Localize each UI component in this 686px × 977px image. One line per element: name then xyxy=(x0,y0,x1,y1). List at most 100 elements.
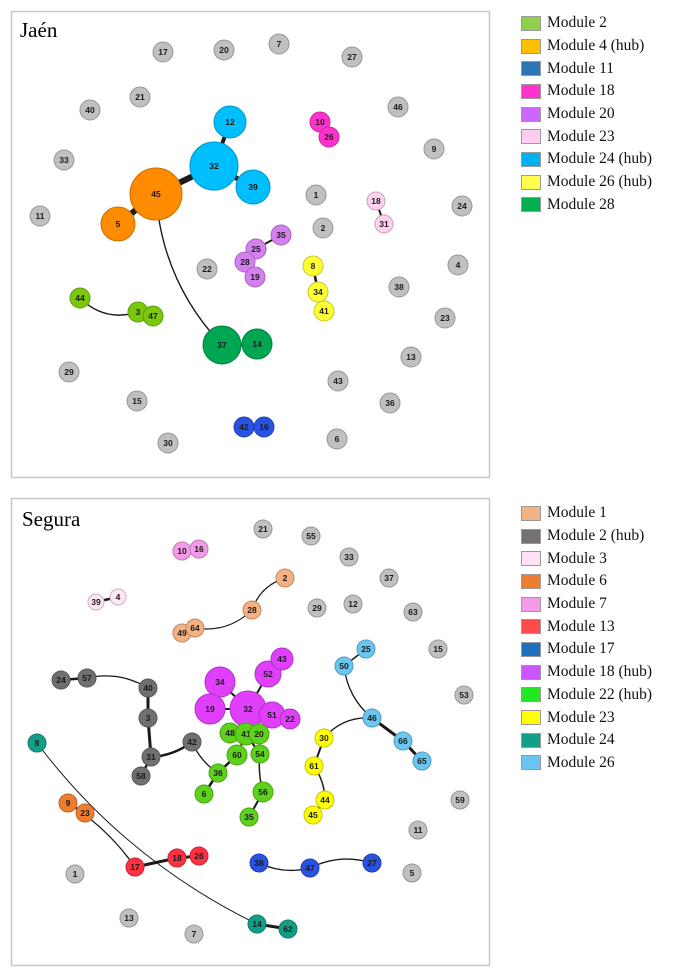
segura-node-12: 12 xyxy=(343,594,363,614)
segura-node-circle-64 xyxy=(185,618,205,638)
jaen-node-label-32: 32 xyxy=(209,161,219,171)
jaen-legend-swatch xyxy=(521,197,541,213)
segura-node-58: 58 xyxy=(131,766,151,786)
segura-node-label-29: 29 xyxy=(312,603,322,613)
jaen-node-label-28: 28 xyxy=(240,257,250,267)
segura-node-26: 26 xyxy=(189,846,209,866)
segura-node-circle-58 xyxy=(131,766,151,786)
jaen-node-13: 13 xyxy=(400,346,422,368)
segura-node-47: 47 xyxy=(300,858,320,878)
segura-node-circle-45 xyxy=(303,805,323,825)
segura-node-57: 57 xyxy=(77,668,97,688)
jaen-node-label-14: 14 xyxy=(252,339,262,349)
jaen-node-18: 18 xyxy=(366,191,386,211)
segura-node-label-31: 31 xyxy=(146,752,156,762)
jaen-node-36: 36 xyxy=(379,392,401,414)
jaen-node-label-23: 23 xyxy=(440,313,450,323)
jaen-node-46: 46 xyxy=(387,96,409,118)
jaen-legend-item: Module 4 (hub) xyxy=(521,35,652,58)
jaen-node-circle-6 xyxy=(326,428,348,450)
segura-node-label-10: 10 xyxy=(177,546,187,556)
segura-legend-item: Module 26 xyxy=(521,752,652,775)
segura-node-circle-20 xyxy=(248,723,270,745)
segura-node-circle-2 xyxy=(275,568,295,588)
segura-node-circle-34 xyxy=(204,666,236,698)
jaen-node-label-36: 36 xyxy=(385,398,395,408)
segura-node-label-62: 62 xyxy=(283,924,293,934)
segura-node-circle-4 xyxy=(109,588,127,606)
segura-node-label-39: 39 xyxy=(91,597,101,607)
jaen-node-11: 11 xyxy=(29,205,51,227)
jaen-legend-label: Module 26 (hub) xyxy=(547,173,653,191)
jaen-node-35: 35 xyxy=(270,224,292,246)
jaen-legend-swatch xyxy=(521,61,541,77)
segura-node-circle-6 xyxy=(194,784,214,804)
segura-legend-label: Module 23 xyxy=(547,708,615,726)
segura-node-circle-24 xyxy=(51,670,71,690)
segura-node-59: 59 xyxy=(450,790,470,810)
jaen-node-6: 6 xyxy=(326,428,348,450)
jaen-node-circle-18 xyxy=(366,191,386,211)
segura-legend-item: Module 17 xyxy=(521,638,652,661)
segura-legend-label: Module 13 xyxy=(547,617,615,635)
segura-node-circle-38 xyxy=(249,853,269,873)
jaen-node-label-13: 13 xyxy=(406,352,416,362)
jaen-node-circle-36 xyxy=(379,392,401,414)
segura-node-label-54: 54 xyxy=(255,749,265,759)
segura-node-circle-17 xyxy=(125,857,145,877)
jaen-node-label-2: 2 xyxy=(321,223,326,233)
segura-legend-item: Module 18 (hub) xyxy=(521,661,652,684)
jaen-node-12: 12 xyxy=(213,105,247,139)
jaen-node-label-37: 37 xyxy=(217,340,227,350)
jaen-node-circle-23 xyxy=(434,307,456,329)
segura-node-6: 6 xyxy=(194,784,214,804)
jaen-node-30: 30 xyxy=(157,432,179,454)
segura-node-circle-63 xyxy=(403,602,423,622)
segura-node-46: 46 xyxy=(362,708,382,728)
jaen-node-1: 1 xyxy=(305,184,327,206)
segura-node-37: 37 xyxy=(379,568,399,588)
segura-node-circle-66 xyxy=(393,731,413,751)
segura-node-50: 50 xyxy=(334,656,354,676)
jaen-node-circle-13 xyxy=(400,346,422,368)
jaen-node-circle-24 xyxy=(451,195,473,217)
segura-legend-swatch xyxy=(521,573,541,589)
jaen-node-circle-35 xyxy=(270,224,292,246)
jaen-node-circle-40 xyxy=(79,99,101,121)
segura-node-27: 27 xyxy=(362,853,382,873)
segura-legend-label: Module 2 (hub) xyxy=(547,527,645,545)
segura-legend-label: Module 7 xyxy=(547,595,607,613)
jaen-node-24: 24 xyxy=(451,195,473,217)
segura-node-56: 56 xyxy=(252,781,274,803)
segura-node-circle-9 xyxy=(58,793,78,813)
jaen-node-label-42: 42 xyxy=(239,422,249,432)
jaen-node-circle-30 xyxy=(157,432,179,454)
jaen-node-28: 28 xyxy=(234,251,256,273)
jaen-legend-swatch xyxy=(521,15,541,31)
jaen-node-label-17: 17 xyxy=(158,47,168,57)
segura-node-circle-43 xyxy=(270,647,294,671)
segura-legend-label: Module 22 (hub) xyxy=(547,685,653,703)
segura-node-circle-36 xyxy=(208,763,228,783)
segura-node-53: 53 xyxy=(454,685,474,705)
jaen-legend-label: Module 28 xyxy=(547,195,615,213)
segura-node-circle-53 xyxy=(454,685,474,705)
segura-node-38: 38 xyxy=(249,853,269,873)
segura-node-33: 33 xyxy=(339,547,359,567)
segura-node-label-41: 41 xyxy=(241,729,251,739)
segura-node-circle-26 xyxy=(189,846,209,866)
jaen-legend-item: Module 20 xyxy=(521,103,652,126)
segura-node-42: 42 xyxy=(182,732,202,752)
segura-node-label-24: 24 xyxy=(56,675,66,685)
segura-node-label-16: 16 xyxy=(194,544,204,554)
segura-node-label-7: 7 xyxy=(192,929,197,939)
segura-node-label-30: 30 xyxy=(319,733,329,743)
segura-node-label-36: 36 xyxy=(213,768,223,778)
segura-node-11: 11 xyxy=(408,820,428,840)
segura-node-label-61: 61 xyxy=(309,761,319,771)
jaen-node-label-24: 24 xyxy=(457,201,467,211)
segura-legend-swatch xyxy=(521,687,541,703)
jaen-legend-item: Module 24 (hub) xyxy=(521,148,652,171)
